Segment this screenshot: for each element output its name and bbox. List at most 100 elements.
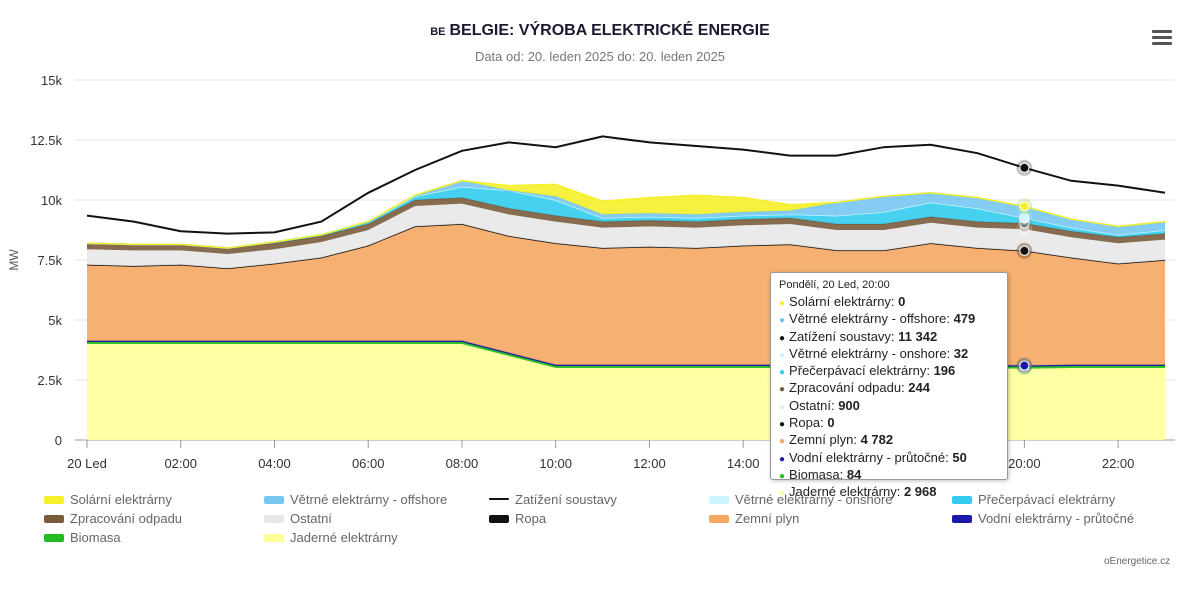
legend-swatch xyxy=(489,497,509,500)
legend-item[interactable]: Zpracování odpadu xyxy=(44,511,182,526)
tooltip-row: ● Zpracování odpadu: 244 xyxy=(779,380,999,397)
legend-swatch xyxy=(264,533,284,542)
legend-label: Ropa xyxy=(515,511,547,526)
tooltip-dot-icon: ● xyxy=(779,419,786,431)
tooltip-value: 0 xyxy=(898,294,906,309)
legend-item[interactable]: Jaderné elektrárny xyxy=(264,530,398,545)
tooltip-row: ● Přečerpávací elektrárny: 196 xyxy=(779,363,999,380)
legend-item[interactable]: Přečerpávací elektrárny xyxy=(952,492,1115,507)
x-tick-label: 08:00 xyxy=(446,456,479,471)
legend-item[interactable]: Biomasa xyxy=(44,530,121,545)
tooltip-label: Zemní plyn: xyxy=(789,432,861,448)
legend-swatch xyxy=(709,495,729,504)
hamburger-menu-icon[interactable] xyxy=(1152,30,1172,48)
legend-swatch xyxy=(489,514,509,523)
tooltip-label: Biomasa: xyxy=(789,466,847,482)
tooltip-rows: ● Solární elektrárny: 0 ● Větrné elektrárny… xyxy=(779,294,999,502)
legend-item[interactable]: Větrné elektrárny - onshore xyxy=(709,492,893,507)
legend-swatch xyxy=(709,514,729,523)
legend-label: Přečerpávací elektrárny xyxy=(978,492,1116,507)
tooltip-label: Solární elektrárny: xyxy=(789,294,899,309)
legend-label: Větrné elektrárny - offshore xyxy=(290,492,448,507)
tooltip-label: Větrné elektrárny - onshore: xyxy=(789,345,954,361)
line-Zatížení soustavy[interactable] xyxy=(86,135,1166,235)
tooltip-label: Zpracování odpadu: xyxy=(789,380,909,396)
tooltip-label: Větrné elektrárny - offshore: xyxy=(789,311,954,327)
tooltip-dot-icon: ● xyxy=(779,332,786,344)
tooltip-value: 84 xyxy=(846,466,862,482)
tooltip-dot-icon: ● xyxy=(779,384,786,396)
hover-point xyxy=(1019,245,1030,256)
hover-point xyxy=(1019,360,1030,371)
x-tick-label: 20:00 xyxy=(1008,456,1041,471)
legend-item[interactable]: Solární elektrárny xyxy=(44,492,172,507)
y-tick-label: 0 xyxy=(55,433,62,448)
tooltip-row: ● Větrné elektrárny - onshore: 32 xyxy=(779,346,999,363)
x-tick-label: 12:00 xyxy=(633,456,666,471)
tooltip-row: ● Solární elektrárny: 0 xyxy=(779,294,999,311)
tooltip-value: 32 xyxy=(953,345,969,361)
tooltip-value: 244 xyxy=(908,380,930,396)
y-tick-label: 5k xyxy=(48,313,62,328)
y-tick-label: 2.5k xyxy=(37,373,62,388)
legend-swatch xyxy=(44,533,64,542)
x-tick-label: 04:00 xyxy=(258,456,291,471)
tooltip-value: 11 342 xyxy=(898,328,938,344)
legend-label: Vodní elektrárny - průtočné xyxy=(978,511,1135,526)
flag-label: BE xyxy=(430,26,446,38)
tooltip-dot-icon: ● xyxy=(779,470,786,482)
chart-title: BE BELGIE: VÝROBA ELEKTRICKÉ ENERGIE xyxy=(0,22,1200,40)
y-tick-label: 10k xyxy=(41,193,62,208)
tooltip-dot-icon: ● xyxy=(779,436,786,448)
legend-label: Solární elektrárny xyxy=(70,492,172,507)
area-edge-Solární elektrárny xyxy=(86,180,1166,249)
hover-point xyxy=(1019,212,1030,223)
y-axis-title: MW xyxy=(7,249,21,271)
legend-item[interactable]: Ropa xyxy=(489,511,546,526)
tooltip-value: 479 xyxy=(953,311,976,327)
tooltip-row: ● Zemní plyn: 4 782 xyxy=(779,432,999,449)
hover-point xyxy=(1019,201,1030,212)
tooltip-value: 2 968 xyxy=(903,484,937,500)
area-Ostatní[interactable] xyxy=(87,203,1165,269)
legend-item[interactable]: Zemní plyn xyxy=(709,511,799,526)
title-text: BELGIE: VÝROBA ELEKTRICKÉ ENERGIE xyxy=(449,22,770,39)
x-tick-label: 10:00 xyxy=(539,456,572,471)
legend-item[interactable]: Zatížení soustavy xyxy=(489,492,617,507)
legend-label: Ostatní xyxy=(290,511,332,526)
tooltip-value: 4 782 xyxy=(860,432,894,448)
legend-swatch xyxy=(952,495,972,504)
area-Přečerpávací elektrárny[interactable] xyxy=(87,186,1165,248)
tooltip-label: Vodní elektrárny - průtočné: xyxy=(789,449,953,465)
tooltip-label: Zatížení soustavy: xyxy=(789,328,899,344)
tooltip-dot-icon: ● xyxy=(779,367,786,379)
area-Zpracování odpadu[interactable] xyxy=(87,197,1165,254)
legend-label: Větrné elektrárny - onshore xyxy=(735,492,893,507)
tooltip-label: Ostatní: xyxy=(789,397,839,413)
legend-item[interactable]: Ostatní xyxy=(264,511,332,526)
x-tick-label: 22:00 xyxy=(1102,456,1135,471)
legend-item[interactable]: Vodní elektrárny - průtočné xyxy=(952,511,1134,526)
tooltip-row: ● Ostatní: 900 xyxy=(779,398,999,415)
credits-link[interactable]: oEnergetice.cz xyxy=(1104,556,1171,567)
y-tick-label: 7.5k xyxy=(37,253,62,268)
chart-subtitle: Data od: 20. leden 2025 do: 20. leden 20… xyxy=(474,49,726,64)
legend-label: Zpracování odpadu xyxy=(70,511,183,526)
tooltip-dot-icon: ● xyxy=(779,349,786,361)
tooltip-dot-icon: ● xyxy=(779,453,786,465)
x-tick-label: 20 Led xyxy=(67,456,107,471)
hover-point xyxy=(1019,162,1030,173)
legend-swatch xyxy=(952,514,972,523)
tooltip-dot-icon: ● xyxy=(779,488,786,500)
tooltip-label: Přečerpávací elektrárny: xyxy=(789,363,934,379)
legend-label: Biomasa xyxy=(70,530,121,545)
tooltip-label: Jaderné elektrárny: xyxy=(789,484,904,500)
tooltip-dot-icon: ● xyxy=(779,298,786,309)
legend-item[interactable]: Větrné elektrárny - offshore xyxy=(264,492,447,507)
legend-swatch xyxy=(264,514,284,523)
tooltip-row: ● Větrné elektrárny - offshore: 479 xyxy=(779,311,999,328)
y-tick-label: 12.5k xyxy=(30,133,62,148)
tooltip-value: 0 xyxy=(827,415,835,431)
tooltip-value: 900 xyxy=(838,397,860,413)
tooltip-dot-icon: ● xyxy=(779,401,786,413)
